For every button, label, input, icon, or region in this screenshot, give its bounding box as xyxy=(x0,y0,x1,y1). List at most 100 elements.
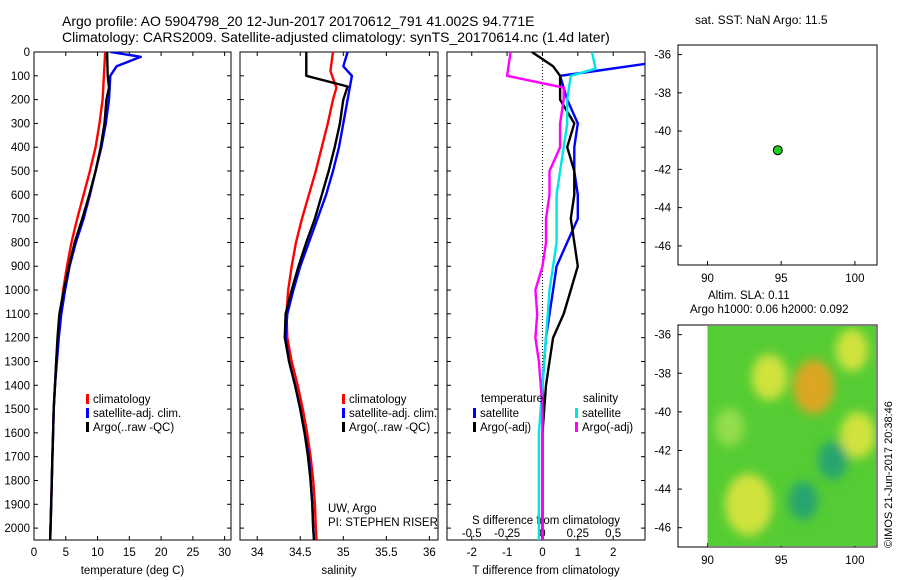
legend-swatch xyxy=(86,422,89,432)
temperature-xtick-label: 5 xyxy=(63,547,69,559)
difference-xtick-label: -1 xyxy=(502,547,512,559)
sla_map-ytick-label: -36 xyxy=(654,330,671,342)
depth-tick-label: 300 xyxy=(11,118,30,130)
salinity-diff-tick-label: 0.25 xyxy=(567,528,589,540)
legend-label: climatology xyxy=(349,394,407,406)
depth-tick-label: 2000 xyxy=(4,523,30,535)
depth-tick-label: 1500 xyxy=(4,404,30,416)
location-ytick-label: -38 xyxy=(654,88,671,100)
climatology-subtitle: Climatology: CARS2009. Satellite-adjuste… xyxy=(62,29,610,45)
sst-title: sat. SST: NaN Argo: 11.5 xyxy=(695,13,828,27)
depth-tick-label: 800 xyxy=(11,237,30,249)
sla-blob-yellow xyxy=(835,328,869,372)
temperature-xtick-label: 15 xyxy=(123,547,136,559)
series-argo-raw-qc- xyxy=(49,52,111,540)
sla_map-ytick-label: -38 xyxy=(654,368,671,380)
legend-swatch xyxy=(342,422,345,432)
location-ytick-label: -44 xyxy=(654,203,671,215)
salinity-xtick-label: 35 xyxy=(337,547,350,559)
panel-temperature: 0 5 10 15 20 25 300100200300400500600700800900… xyxy=(4,47,232,577)
panel-salinity: 34 34.5 35 35.5 36 salinity climatology satelli… xyxy=(239,51,439,577)
legend-label: satellite-adj. clim. xyxy=(349,408,437,420)
pi-annotation: PI: STEPHEN RISER xyxy=(328,517,438,529)
location-ytick-label: -40 xyxy=(654,126,671,138)
salinity-xtick-label: 36 xyxy=(423,547,436,559)
legend-swatch xyxy=(342,394,345,404)
salinity-axes-box xyxy=(239,51,439,541)
sla-blob-yellow xyxy=(840,411,876,459)
salinity-diff-tick-label: -0.5 xyxy=(462,528,482,540)
panel-sla-map: 90 95 100 -36 -38 -40 -42 -44 -46 xyxy=(654,324,878,567)
legend-label: Argo(-adj) xyxy=(480,422,531,434)
salinity-xlabel: salinity xyxy=(321,565,356,577)
legend-swatch xyxy=(86,408,89,418)
legend-swatch xyxy=(473,408,476,418)
depth-tick-label: 900 xyxy=(11,261,30,273)
legend-swatch xyxy=(86,394,89,404)
depth-tick-label: 1200 xyxy=(4,333,30,345)
difference-xtick-label: 2 xyxy=(610,547,616,559)
depth-tick-label: 1000 xyxy=(4,285,30,297)
temperature-xtick-label: 10 xyxy=(91,547,104,559)
sla-heatmap xyxy=(707,326,877,546)
legend-label: satellite-adj. clim. xyxy=(93,408,181,420)
difference-xtick-label: 1 xyxy=(575,547,581,559)
difference-xlabel: T difference from climatology xyxy=(472,565,619,577)
salinity-difference-label: S difference from climatology xyxy=(472,515,620,527)
legend-label: Argo(-adj) xyxy=(582,422,633,434)
legend-swatch xyxy=(342,408,345,418)
salinity-diff-tick-label: 0.5 xyxy=(605,528,621,540)
depth-tick-label: 700 xyxy=(11,214,30,226)
location-ytick-label: -36 xyxy=(654,50,671,62)
legend-label: Argo(..raw -QC) xyxy=(349,422,430,434)
temperature-xlabel: temperature (deg C) xyxy=(81,565,185,577)
sla-blob-teal xyxy=(818,440,848,480)
profile-title: Argo profile: AO 5904798_20 12-Jun-2017 … xyxy=(62,13,535,29)
sla-blob-yellow xyxy=(751,353,788,401)
depth-tick-label: 100 xyxy=(11,71,30,83)
location-ytick-label: -46 xyxy=(654,241,671,253)
temperature-xtick-label: 20 xyxy=(155,547,168,559)
legend-swatch xyxy=(473,422,476,432)
legend-salinity-title: salinity xyxy=(583,393,618,405)
depth-tick-label: 1900 xyxy=(4,499,30,511)
sla_map-ytick-label: -44 xyxy=(654,484,671,496)
series-salinity-satellite xyxy=(537,52,597,540)
temperature-xtick-label: 0 xyxy=(31,547,37,559)
legend-temperature-title: temperature xyxy=(481,393,543,405)
sla-blob-lightgreen xyxy=(714,408,745,447)
location-xtick-label: 95 xyxy=(775,273,788,285)
legend-swatch xyxy=(575,422,578,432)
temperature-xtick-label: 30 xyxy=(218,547,231,559)
series-argo-raw-qc- xyxy=(283,52,349,540)
legend-label: satellite xyxy=(582,408,621,420)
depth-tick-label: 1300 xyxy=(4,356,30,368)
depth-tick-label: 1800 xyxy=(4,475,30,487)
salinity-xtick-label: 35.5 xyxy=(375,547,397,559)
depth-tick-label: 0 xyxy=(24,47,30,59)
legend-label: satellite xyxy=(480,408,519,420)
depth-tick-label: 600 xyxy=(11,190,30,202)
sla-blob-yellow xyxy=(725,473,773,536)
height-title: Argo h1000: 0.06 h2000: 0.092 xyxy=(690,304,849,316)
profile-location-marker xyxy=(772,145,783,156)
depth-tick-label: 200 xyxy=(11,95,30,107)
legend-label: Argo(..raw -QC) xyxy=(93,422,174,434)
sla_map-xtick-label: 90 xyxy=(701,555,714,567)
sla-blob-orange xyxy=(792,359,835,414)
sla_map-ytick-label: -42 xyxy=(654,445,671,457)
difference-axes-box xyxy=(446,51,646,541)
difference-xtick-label: 0 xyxy=(539,547,545,559)
salinity-xtick-label: 34.5 xyxy=(289,547,311,559)
location-ytick-label: -42 xyxy=(654,164,671,176)
sla-title: Altim. SLA: 0.11 xyxy=(708,290,790,302)
sla-blob-teal xyxy=(788,481,819,520)
location-xtick-label: 100 xyxy=(845,273,864,285)
panel-location: 90 95 100 -36 -38 -40 -42 -44 -46 xyxy=(654,44,878,285)
pi-annotation: UW, Argo xyxy=(328,503,377,515)
location-xtick-label: 90 xyxy=(701,273,714,285)
panel-difference: -2 -1 0 1 2 T difference from climatology S di… xyxy=(446,51,646,577)
series-salinity-argo-adj- xyxy=(505,52,565,540)
temperature-xtick-label: 25 xyxy=(186,547,199,559)
